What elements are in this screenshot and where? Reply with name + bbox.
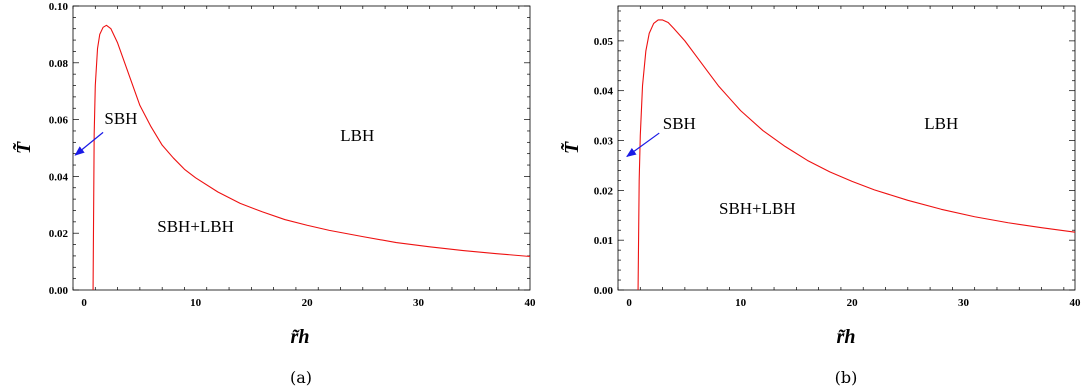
y-tick-label: 0.08 bbox=[49, 58, 69, 70]
y-tick-label: 0.05 bbox=[594, 36, 614, 48]
x-tick-label: 40 bbox=[1070, 297, 1081, 309]
region-label: LBH bbox=[924, 114, 958, 133]
x-tick-label: 10 bbox=[190, 297, 202, 309]
y-tick-label: 0.00 bbox=[594, 285, 614, 297]
region-label: SBH+LBH bbox=[157, 217, 234, 236]
y-axis-title: T̃ bbox=[560, 141, 583, 154]
temperature-curve bbox=[92, 24, 531, 291]
y-tick-label: 0.03 bbox=[594, 136, 614, 148]
chart-panel-b: 0 10 20 30 40 0.00 0.01 0.02 0.03 0.04 0.05 SBH LBH S… bbox=[560, 5, 1081, 387]
x-tick-label: 20 bbox=[847, 297, 859, 309]
panel-caption: (b) bbox=[835, 368, 858, 387]
sbh-arrow bbox=[74, 131, 104, 156]
y-tick-label: 0.04 bbox=[594, 86, 614, 98]
x-tick-label: 10 bbox=[735, 297, 747, 309]
x-tick-label: 40 bbox=[525, 297, 537, 309]
region-label: SBH bbox=[663, 114, 696, 133]
region-label: LBH bbox=[340, 126, 374, 145]
x-tick-label: 0 bbox=[626, 297, 632, 309]
x-axis-title: r̃h bbox=[291, 326, 310, 348]
y-tick-label: 0.04 bbox=[49, 171, 69, 183]
y-tick-label: 0.06 bbox=[49, 115, 69, 127]
x-tick-label: 30 bbox=[413, 297, 425, 309]
x-tick-label: 30 bbox=[958, 297, 970, 309]
region-label: SBH+LBH bbox=[719, 199, 796, 218]
y-tick-label: 0.02 bbox=[594, 185, 614, 197]
plot-frame bbox=[72, 5, 531, 291]
chart-panel-a: 0 10 20 30 40 0.00 0.02 0.04 0.06 0.08 0.10 SBH LBH S… bbox=[12, 1, 536, 387]
y-tick-label: 0.01 bbox=[594, 235, 613, 247]
y-axis-title: T̃ bbox=[12, 141, 35, 154]
panel-caption: (a) bbox=[290, 368, 312, 387]
sbh-arrow bbox=[626, 132, 660, 158]
x-tick-label: 0 bbox=[81, 297, 87, 309]
y-tick-label: 0.10 bbox=[49, 1, 69, 13]
plot-frame bbox=[617, 5, 1076, 291]
y-tick-label: 0.00 bbox=[49, 285, 69, 297]
y-tick-label: 0.02 bbox=[49, 228, 69, 240]
temperature-curve bbox=[637, 19, 1076, 291]
x-axis-title: r̃h bbox=[837, 326, 856, 348]
region-label: SBH bbox=[104, 109, 137, 128]
x-tick-label: 20 bbox=[302, 297, 314, 309]
